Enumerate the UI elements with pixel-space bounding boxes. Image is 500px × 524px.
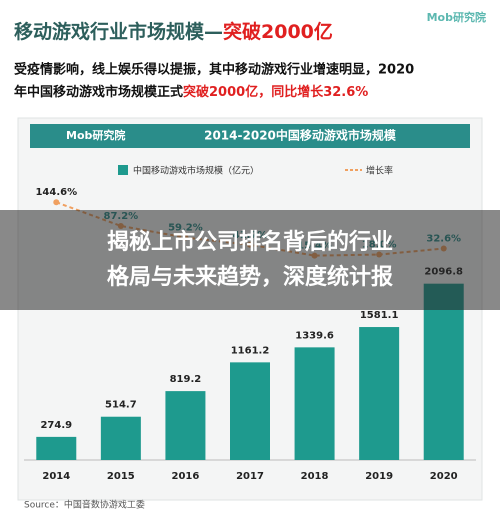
legend-label: 增长率 xyxy=(366,165,393,177)
overlay-text: 格局与未来趋势，深度统计报 xyxy=(107,264,393,290)
x-tick-label: 2019 xyxy=(365,471,393,482)
bar xyxy=(423,283,464,460)
x-tick-label: 2020 xyxy=(430,471,458,482)
page-title: 移动游戏行业市场规模—突破2000亿 xyxy=(14,20,333,43)
bar-label: 1339.6 xyxy=(295,330,334,341)
source: Source：中国音数协游戏工委 xyxy=(24,499,145,511)
bar xyxy=(294,347,335,460)
title-highlight: 突破2000亿 xyxy=(223,20,333,43)
chart-title: 2014-2020中国移动游戏市场规模 xyxy=(204,128,397,143)
x-tick-label: 2015 xyxy=(107,471,135,482)
overlay-text: 揭秘上市公司排名背后的行业 xyxy=(107,229,393,255)
bar-label: 514.7 xyxy=(105,400,137,411)
marks: 中国移动游戏市场规模（亿元） 增长率 2014 2015 2016 2017 2018 201… xyxy=(35,165,464,482)
x-tick-label: 2014 xyxy=(42,471,70,482)
chart-header xyxy=(30,124,470,148)
growth-point xyxy=(53,199,60,206)
x-tick-label: 2016 xyxy=(172,471,200,482)
legend-swatch xyxy=(118,165,128,175)
intro-line: 受疫情影响，线上娱乐得以提振，其中移动游戏行业增速明显，2020 xyxy=(14,62,414,78)
bar xyxy=(100,416,141,460)
bar xyxy=(359,327,400,460)
intro-line: 年中国移动游戏市场规模正式突破2000亿，同比增长32.6% xyxy=(14,84,368,100)
bar-label: 1161.2 xyxy=(231,345,270,356)
bar xyxy=(165,391,206,460)
bar-label: 819.2 xyxy=(170,374,202,385)
bar-label: 274.9 xyxy=(40,420,72,431)
intro-highlight: 突破2000亿，同比增长32.6% xyxy=(183,84,368,100)
logo: Mob研究院 xyxy=(427,10,486,24)
bar xyxy=(36,436,77,460)
chart-logo: Mob研究院 xyxy=(66,128,125,142)
bar-label: 1581.1 xyxy=(360,310,399,321)
x-tick-label: 2018 xyxy=(301,471,329,482)
bar xyxy=(230,362,270,460)
intro-text: 年中国移动游戏市场规模正式 xyxy=(14,84,183,100)
overlay-band xyxy=(0,210,500,310)
legend-label: 中国移动游戏市场规模（亿元） xyxy=(133,165,259,177)
title-main: 移动游戏行业市场规模— xyxy=(14,20,223,43)
growth-label: 144.6% xyxy=(35,187,77,198)
x-tick-label: 2017 xyxy=(236,471,264,482)
